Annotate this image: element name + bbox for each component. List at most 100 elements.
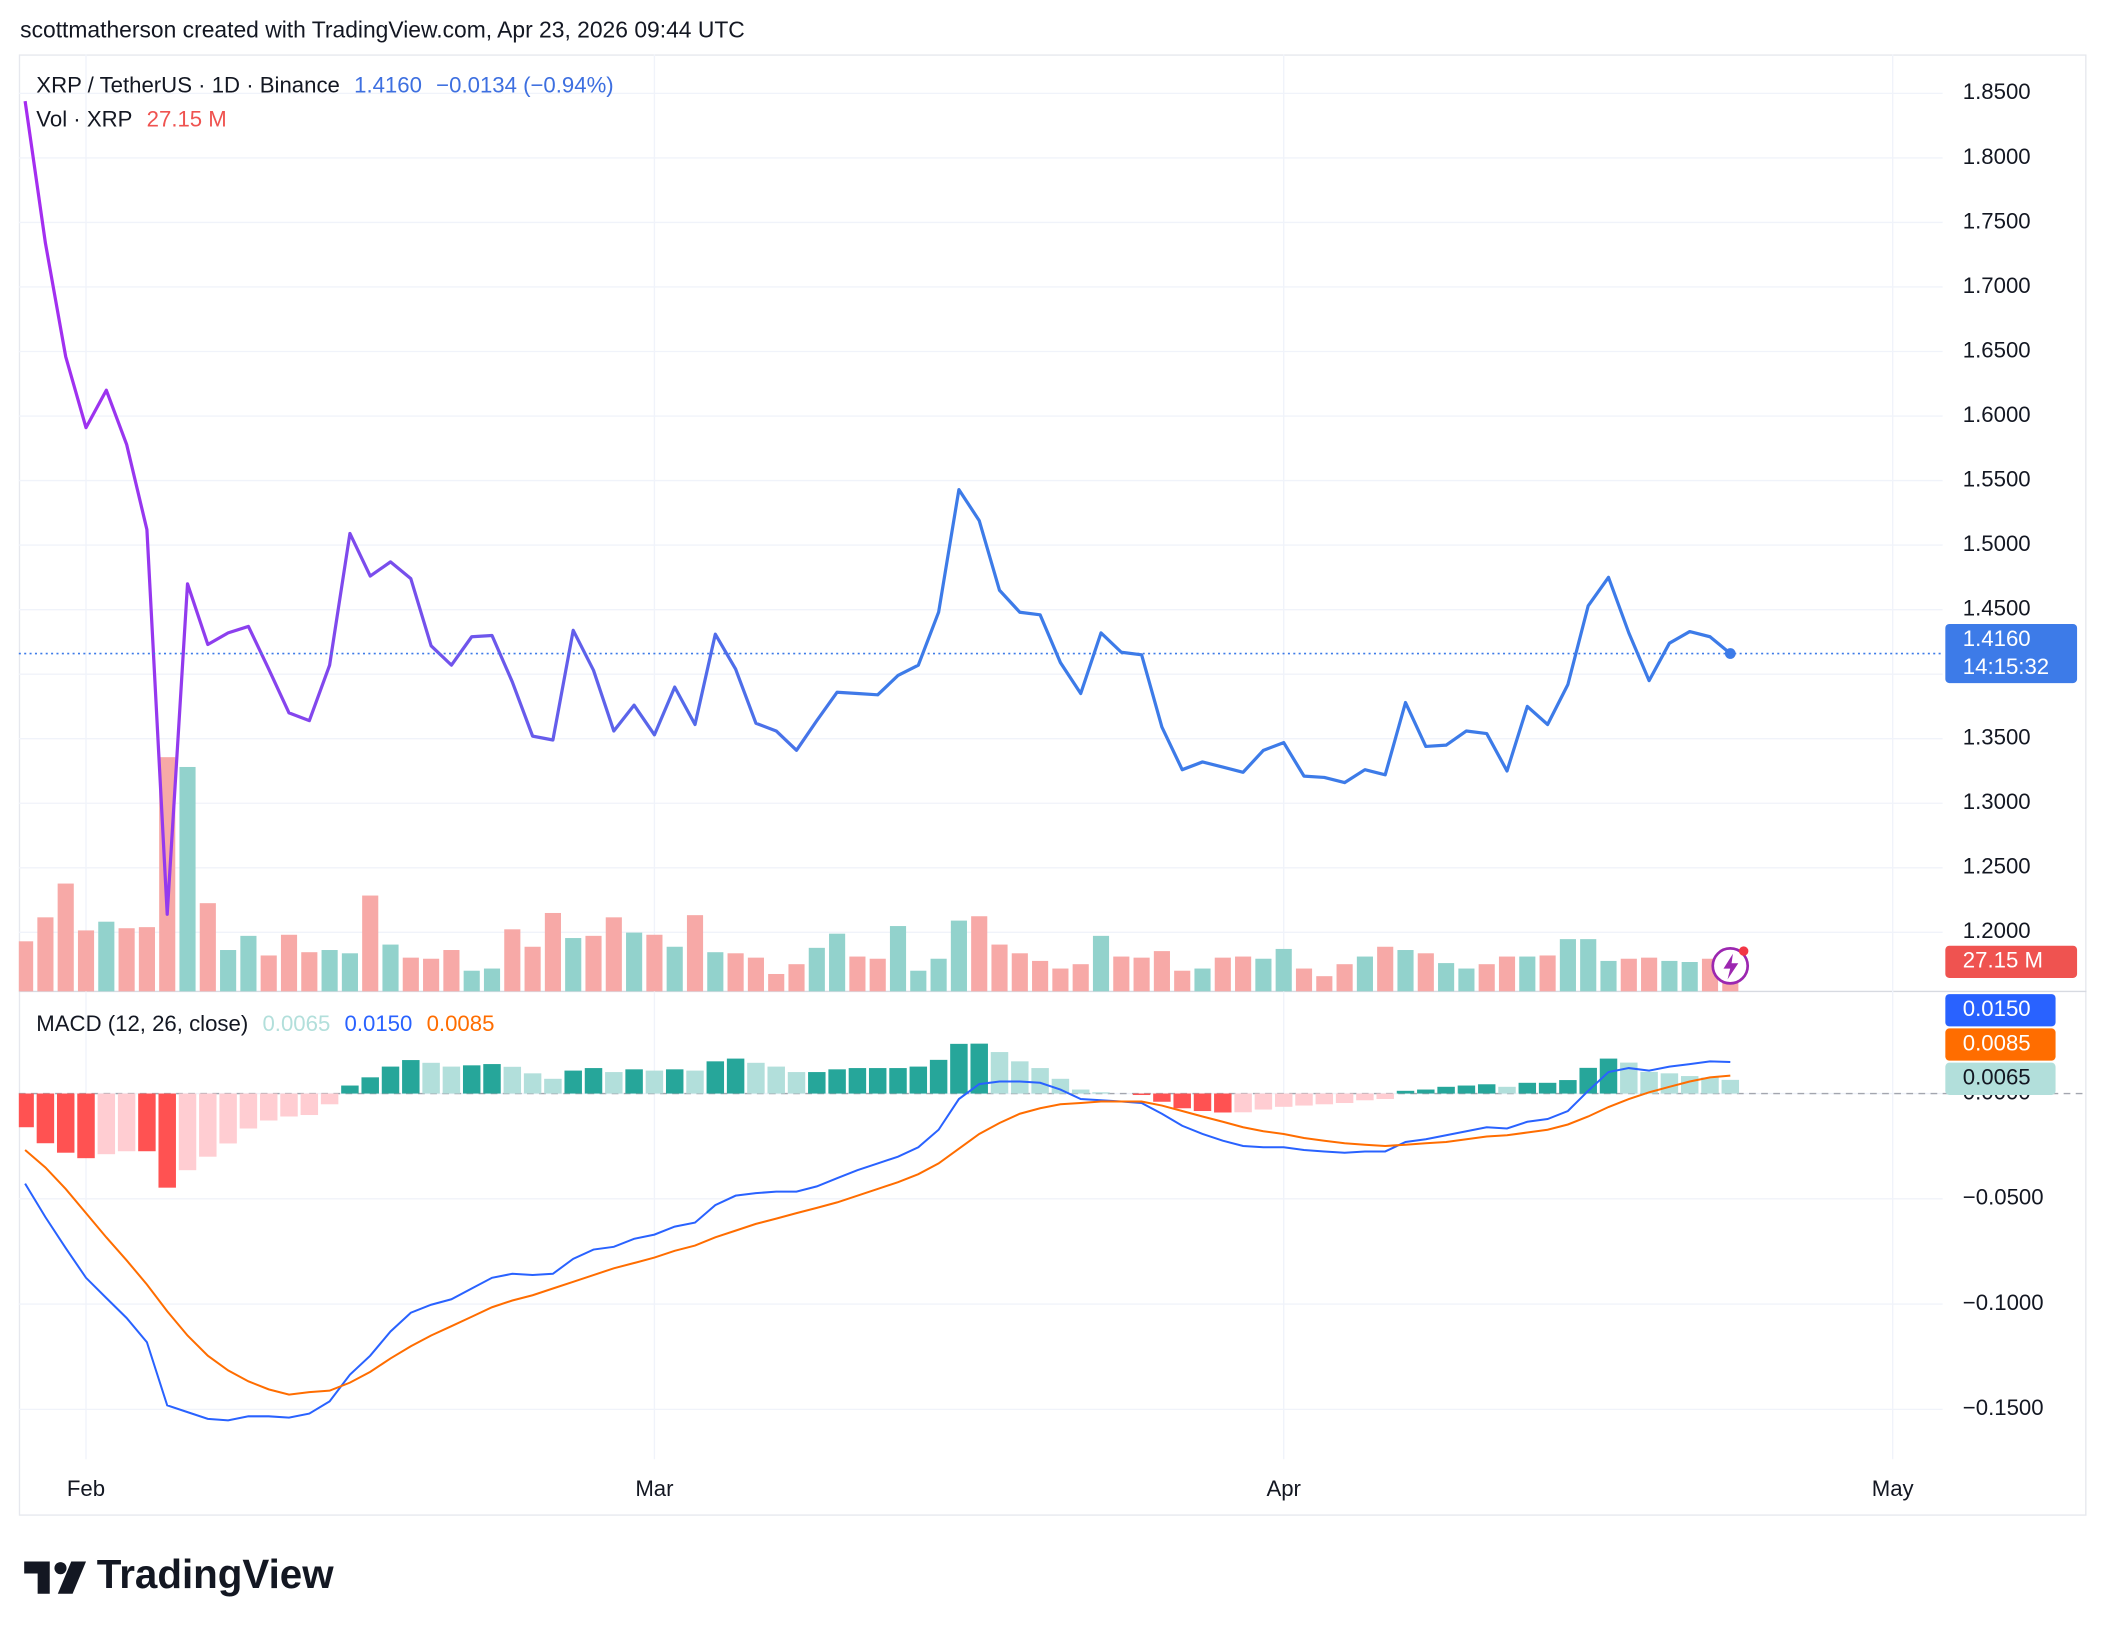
histogram-bar (341, 1085, 359, 1094)
volume-bar (1681, 962, 1698, 992)
volume-box (1945, 945, 2078, 978)
value-box (1945, 1062, 2056, 1095)
last-price: 1.4160 (354, 73, 422, 98)
flash-bolt (1723, 953, 1739, 980)
value-box-label: 0.0085 (1963, 1030, 2031, 1055)
header: scottmatherson created with TradingView.… (20, 17, 745, 43)
histogram-bar (1092, 1092, 1110, 1094)
volume-bar (402, 957, 419, 992)
volume-bar (57, 883, 74, 992)
volume-bar (666, 946, 683, 992)
histogram-bar (1680, 1076, 1699, 1094)
volume-bar (1052, 968, 1069, 992)
volume-bar (1559, 939, 1576, 992)
y-tick-label: 1.2500 (1963, 854, 2031, 879)
labels: FebMarAprMay1.20001.25001.30001.35001.40… (67, 79, 2078, 1501)
volume-bar (849, 956, 866, 992)
histogram-bar (1234, 1093, 1252, 1113)
histogram-bar (1214, 1093, 1232, 1113)
volume-bar (37, 917, 54, 992)
volume-bars (18, 757, 1739, 992)
value-box (1945, 1028, 2056, 1061)
histogram-bar (584, 1068, 603, 1094)
volume-bar (1032, 960, 1049, 992)
histogram-bar (1477, 1084, 1496, 1094)
signal-line (24, 1074, 1731, 1396)
histogram-bar (1599, 1058, 1618, 1094)
volume-title: Vol · XRP (36, 106, 132, 131)
volume-bar (1072, 964, 1089, 992)
volume-bar (423, 958, 440, 992)
volume-bar (1214, 957, 1231, 992)
histogram-bar (422, 1062, 440, 1094)
volume-bar (524, 946, 541, 992)
volume-bar (1580, 939, 1597, 992)
volume-bar (747, 957, 764, 992)
y-tick-label: 1.5500 (1963, 466, 2031, 491)
volume-bar (1417, 953, 1434, 992)
y-tick-label: 1.7500 (1963, 208, 2031, 233)
histogram-bar (36, 1093, 55, 1144)
histogram-bar (1518, 1082, 1537, 1094)
volume-bar (98, 921, 115, 992)
histogram-bar (219, 1093, 237, 1144)
histogram-bar (259, 1093, 278, 1121)
histogram-bar (402, 1060, 420, 1094)
volume-bar (443, 950, 460, 992)
histogram-bar (1457, 1085, 1476, 1094)
histogram-bar (950, 1043, 968, 1094)
y-tick-label: 1.7000 (1963, 273, 2031, 298)
histogram-bar (1538, 1082, 1557, 1094)
volume-bar (585, 935, 602, 992)
logo-dot (54, 1562, 67, 1575)
histogram-bar (848, 1068, 867, 1094)
value-box-label: 0.0065 (1963, 1065, 2031, 1090)
histogram-bar (1498, 1086, 1516, 1094)
histogram-bar (1254, 1093, 1273, 1110)
histogram-bar (1356, 1093, 1374, 1101)
y-tick-label: 1.6000 (1963, 402, 2031, 427)
plot (18, 100, 1943, 1422)
volume-bar (605, 917, 622, 992)
volume-bar (483, 968, 501, 992)
histogram-bar (117, 1093, 136, 1152)
volume-bar (829, 933, 846, 992)
volume-bar (18, 941, 34, 992)
histogram (18, 1043, 1740, 1188)
histogram-bar (808, 1072, 826, 1094)
x-tick-label: Apr (1266, 1476, 1301, 1501)
histogram-bar (1721, 1079, 1740, 1094)
volume-bar (1133, 957, 1150, 992)
value-box-label: 0.0150 (1963, 996, 2031, 1021)
volume-bar (260, 955, 277, 992)
signal-last: 0.0085 (427, 1011, 495, 1036)
price-box (1945, 623, 2078, 684)
histogram-bar (1153, 1093, 1171, 1102)
volume-bar (1275, 948, 1292, 992)
volume-bar (1519, 956, 1536, 992)
flash-icon[interactable] (1711, 946, 1750, 985)
histogram-bar (442, 1066, 461, 1094)
volume-bar (280, 934, 298, 992)
x-tick-label: May (1872, 1476, 1915, 1501)
histogram-bar (97, 1093, 116, 1155)
brand-name: TradingView (97, 1551, 334, 1597)
histogram-bar (158, 1093, 176, 1188)
volume-bar (1661, 960, 1678, 992)
logo-t (24, 1561, 50, 1594)
histogram-bar (138, 1093, 156, 1152)
volume-bar (1458, 968, 1475, 992)
volume-bar (1356, 956, 1373, 992)
volume-bar (910, 970, 927, 992)
y-tick-label: 1.8000 (1963, 144, 2031, 169)
histogram-bar (990, 1052, 1009, 1094)
volume-bar (138, 927, 155, 992)
volume-bar (889, 926, 907, 992)
y-tick-label: 1.3000 (1963, 789, 2031, 814)
volume-bar (1295, 968, 1313, 992)
y-tick-label: 1.2000 (1963, 918, 2031, 943)
histogram-bar (300, 1093, 319, 1116)
histogram-bar (544, 1078, 562, 1094)
histogram-bar (1660, 1073, 1679, 1094)
